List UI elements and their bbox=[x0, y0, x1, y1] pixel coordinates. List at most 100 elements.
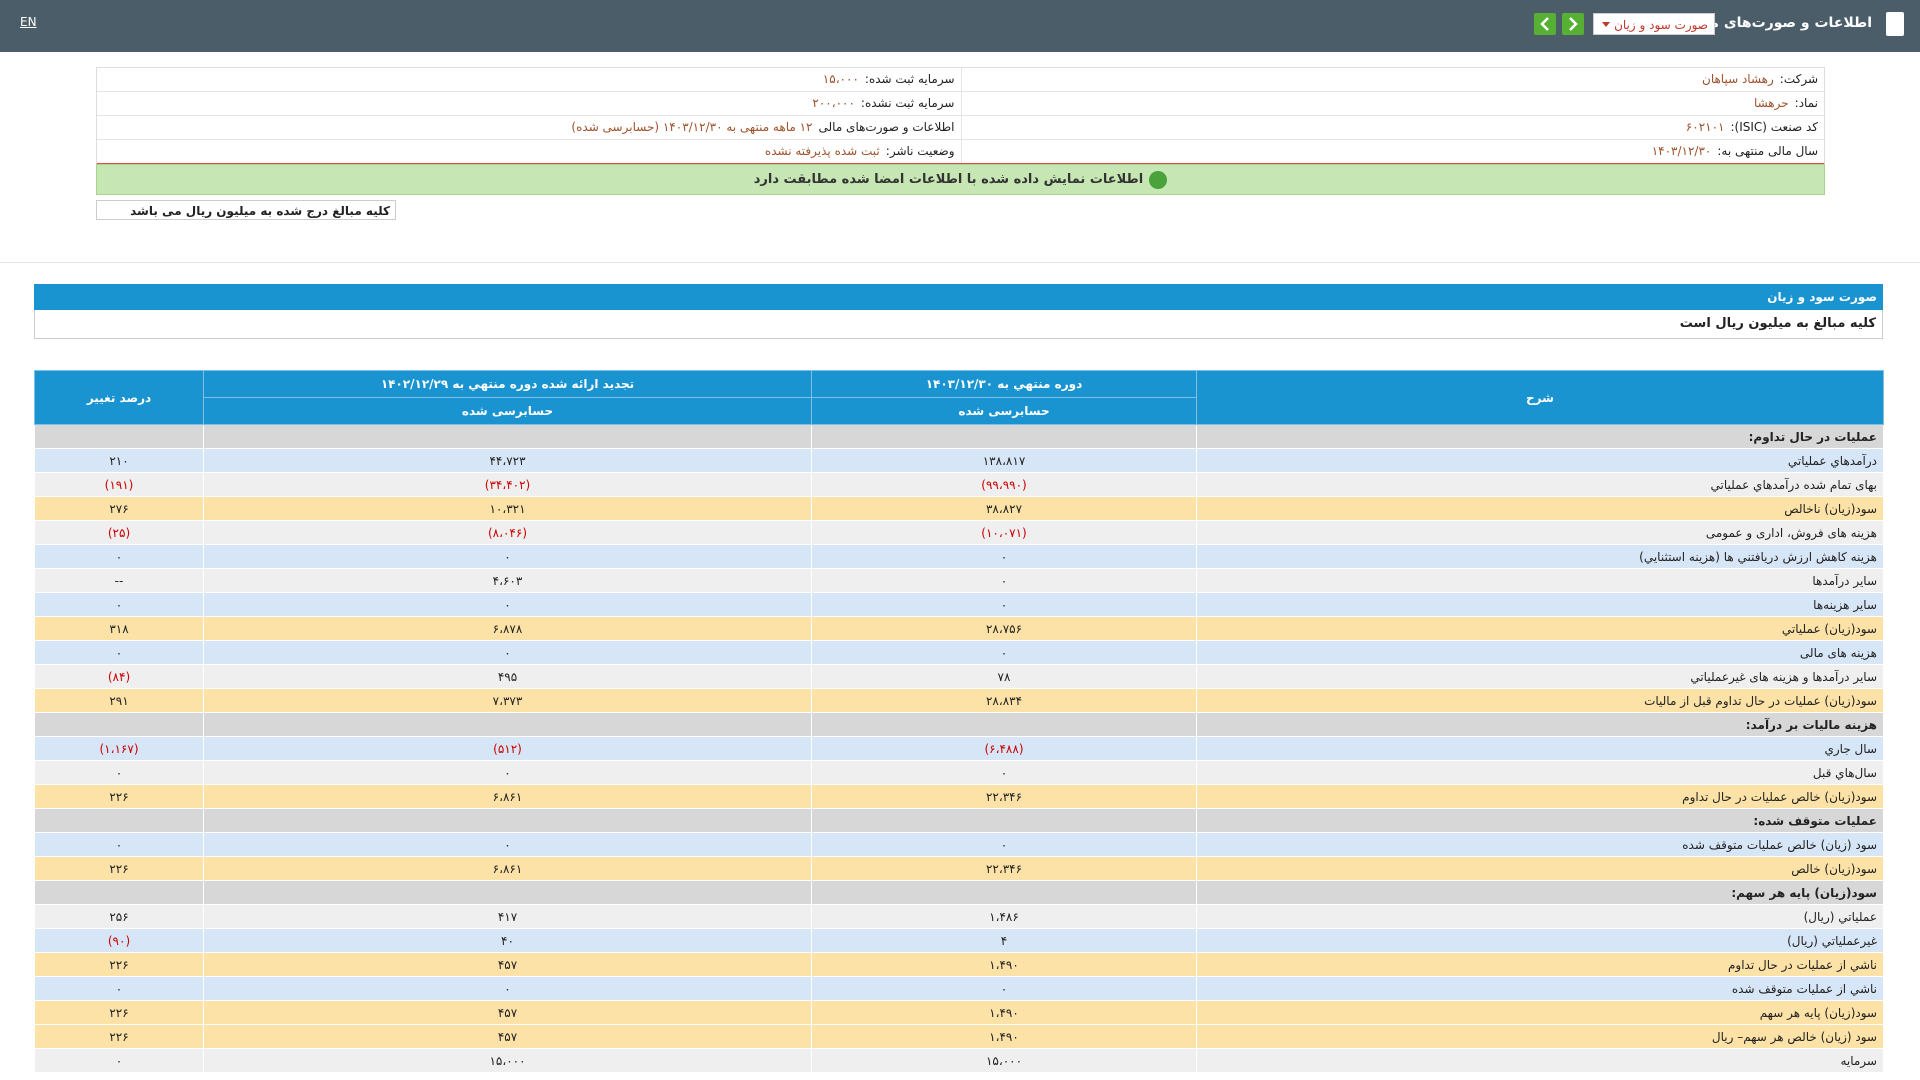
info-value: ۱۲ ماهه منتهی به ۱۴۰۳/۱۲/۳۰ (حسابرسی شده… bbox=[571, 120, 813, 134]
cell-value: (۹۰) bbox=[34, 928, 204, 953]
cell-value: ۱،۴۹۰ bbox=[811, 1024, 1197, 1049]
report-select[interactable]: صورت سود و زیان bbox=[1593, 13, 1715, 35]
cell-value: ۲۲۶ bbox=[34, 1024, 204, 1049]
language-link[interactable]: EN bbox=[20, 15, 37, 29]
cell-value: ۴۵۷ bbox=[203, 1000, 812, 1025]
row-label: عملیات در حال تداوم: bbox=[1196, 424, 1884, 449]
top-bar: اطلاعات و صورت‌های مالی صورت سود و زیان … bbox=[0, 0, 1920, 52]
cell-value: ۱۵،۰۰۰ bbox=[811, 1048, 1197, 1073]
cell-value: ۰ bbox=[34, 592, 204, 617]
cell-value: ۰ bbox=[34, 544, 204, 569]
row-label: ناشي از عمليات در حال تداوم bbox=[1196, 952, 1884, 977]
cell-value: ۱۳۸،۸۱۷ bbox=[811, 448, 1197, 473]
next-button[interactable] bbox=[1562, 13, 1584, 35]
cell-value: ۴۴،۷۲۳ bbox=[203, 448, 812, 473]
cell-value: ۲۱۰ bbox=[34, 448, 204, 473]
row-label: سود(زيان) پايه هر سهم bbox=[1196, 1000, 1884, 1025]
cell-value: ۲۷۶ bbox=[34, 496, 204, 521]
cell-value: (۸۴) bbox=[34, 664, 204, 689]
row-label: هزينه کاهش ارزش دريافتني ها (هزينه استثن… bbox=[1196, 544, 1884, 569]
section: صورت سود و زیان کلیه مبالغ به میلیون ریا… bbox=[34, 284, 1883, 339]
section-title: صورت سود و زیان bbox=[34, 284, 1883, 310]
table-row: سود(زيان) عملياتي ۲۸،۷۵۶ ۶،۸۷۸ ۳۱۸ bbox=[34, 616, 1884, 641]
info-label: وضعیت ناشر: bbox=[885, 144, 955, 158]
cell-value: ۳۱۸ bbox=[34, 616, 204, 641]
info-label: سرمایه ثبت شده: bbox=[864, 72, 955, 86]
cell-value: ۴۱۷ bbox=[203, 904, 812, 929]
table-row: سال جاري (۶،۴۸۸) (۵۱۲) (۱،۱۶۷) bbox=[34, 736, 1884, 761]
cell-value: ۲۸،۸۳۴ bbox=[811, 688, 1197, 713]
info-icon bbox=[1149, 170, 1168, 189]
cell-value: ۷۸ bbox=[811, 664, 1197, 689]
table-row: هزينه هاى فروش، ادارى و عمومى (۱۰،۰۷۱) (۸،… bbox=[34, 520, 1884, 545]
cell-value: ۰ bbox=[811, 568, 1197, 593]
empty-cell bbox=[34, 880, 204, 905]
cell-value: (۹۹،۹۹۰) bbox=[811, 472, 1197, 497]
row-label: ساير درآمدها bbox=[1196, 568, 1884, 593]
info-value: حرهشا bbox=[1753, 96, 1789, 110]
row-label: سود(زيان) عملياتي bbox=[1196, 616, 1884, 641]
row-label: غيرعملياتي (ريال) bbox=[1196, 928, 1884, 953]
cell-value: ۶،۸۷۸ bbox=[203, 616, 812, 641]
row-label: درآمدهاي عملياتي bbox=[1196, 448, 1884, 473]
empty-cell bbox=[34, 712, 204, 737]
cell-value: ۰ bbox=[811, 592, 1197, 617]
cell-value: ۰ bbox=[203, 592, 812, 617]
table-row: ساير درآمدها ۰ ۴،۶۰۳ -- bbox=[34, 568, 1884, 593]
cell-value: ۰ bbox=[34, 1048, 204, 1073]
row-label: ساير درآمدها و هزينه هاى غيرعملياتي bbox=[1196, 664, 1884, 689]
row-label: عمليات متوقف شده: bbox=[1196, 808, 1884, 833]
info-cell: اطلاعات و صورت‌های مالی ۱۲ ماهه منتهی به … bbox=[97, 116, 961, 139]
empty-cell bbox=[203, 424, 812, 449]
column-header: دوره منتهي به ۱۴۰۳/۱۲/۳۰ bbox=[811, 370, 1197, 398]
row-label: سود(زيان) خالص عمليات در حال تداوم bbox=[1196, 784, 1884, 809]
cell-value: ۴۹۵ bbox=[203, 664, 812, 689]
cell-value: ۴۰ bbox=[203, 928, 812, 953]
cell-value: ۲۸،۷۵۶ bbox=[811, 616, 1197, 641]
empty-cell bbox=[34, 808, 204, 833]
table-row: سود(زيان) خالص ۲۲،۳۴۶ ۶،۸۶۱ ۲۲۶ bbox=[34, 856, 1884, 881]
cell-value: ۲۲۶ bbox=[34, 856, 204, 881]
table-row: درآمدهاي عملياتي ۱۳۸،۸۱۷ ۴۴،۷۲۳ ۲۱۰ bbox=[34, 448, 1884, 473]
table-row: سود(زيان) ناخالص ۳۸،۸۲۷ ۱۰،۳۲۱ ۲۷۶ bbox=[34, 496, 1884, 521]
page-title: اطلاعات و صورت‌های مالی bbox=[1685, 15, 1872, 31]
table-row: ساير هزينه‌ها ۰ ۰ ۰ bbox=[34, 592, 1884, 617]
cell-value: ۰ bbox=[811, 640, 1197, 665]
column-subheader: حسابرسی شده bbox=[811, 397, 1197, 425]
section-note: کلیه مبالغ به میلیون ریال است bbox=[34, 310, 1883, 339]
cell-value: ۰ bbox=[203, 640, 812, 665]
cell-value: ۲۲۶ bbox=[34, 784, 204, 809]
info-value: رهشاد سپاهان bbox=[1702, 72, 1774, 86]
company-info: شرکت: رهشاد سپاهان سرمایه ثبت شده: ۱۵،۰۰۰ نم… bbox=[96, 67, 1825, 166]
info-cell: نماد: حرهشا bbox=[960, 92, 1825, 115]
verification-banner: اطلاعات نمایش داده شده با اطلاعات امضا ش… bbox=[96, 164, 1825, 195]
row-label: هزينه هاى فروش، ادارى و عمومى bbox=[1196, 520, 1884, 545]
column-header: تجدید ارائه شده دوره منتهي به ۱۴۰۲/۱۲/۲۹ bbox=[203, 370, 812, 398]
info-label: سال مالی منتهی به: bbox=[1717, 144, 1818, 158]
info-label: شرکت: bbox=[1779, 72, 1818, 86]
cell-value: ۰ bbox=[34, 760, 204, 785]
cell-value: ۴۵۷ bbox=[203, 952, 812, 977]
prev-button[interactable] bbox=[1534, 13, 1556, 35]
info-value: ثبت شده پذیرفته نشده bbox=[764, 144, 880, 158]
info-label: نماد: bbox=[1794, 96, 1818, 110]
cell-value: ۲۲۶ bbox=[34, 952, 204, 977]
empty-cell bbox=[811, 880, 1197, 905]
table-row: هزينه هاى مالى ۰ ۰ ۰ bbox=[34, 640, 1884, 665]
cell-value: ۲۵۶ bbox=[34, 904, 204, 929]
info-value: ۱۴۰۳/۱۲/۳۰ bbox=[1651, 144, 1712, 158]
empty-cell bbox=[811, 424, 1197, 449]
row-label: سال‌هاي قبل bbox=[1196, 760, 1884, 785]
row-label: سود(زيان) عمليات در حال تداوم قبل از مال… bbox=[1196, 688, 1884, 713]
cell-value: ۰ bbox=[811, 832, 1197, 857]
empty-cell bbox=[203, 880, 812, 905]
cell-value: ۲۲،۳۴۶ bbox=[811, 784, 1197, 809]
group-row: سود(زيان) پايه هر سهم: bbox=[34, 880, 1884, 905]
empty-cell bbox=[811, 712, 1197, 737]
cell-value: ۷،۳۷۳ bbox=[203, 688, 812, 713]
banner-text: اطلاعات نمایش داده شده با اطلاعات امضا ش… bbox=[753, 172, 1144, 187]
cell-value: ۲۹۱ bbox=[34, 688, 204, 713]
cell-value: ۴،۶۰۳ bbox=[203, 568, 812, 593]
cell-value: ۱،۴۹۰ bbox=[811, 952, 1197, 977]
cell-value: ۱،۴۹۰ bbox=[811, 1000, 1197, 1025]
